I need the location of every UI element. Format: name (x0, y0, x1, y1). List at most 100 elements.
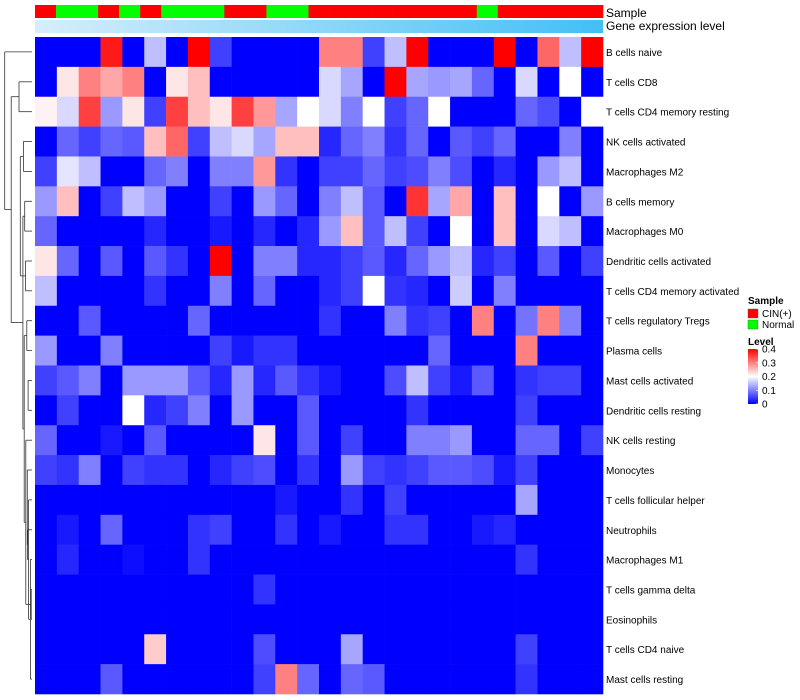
heatmap-cell (319, 305, 342, 336)
heatmap-cell (537, 275, 560, 307)
heatmap-cell (450, 335, 473, 366)
heatmap-cell (35, 37, 58, 68)
heatmap-cell (515, 395, 538, 426)
heatmap-cell (428, 186, 451, 217)
heatmap-cell (166, 335, 189, 366)
heatmap-cell (297, 425, 320, 456)
heatmap-cell (515, 335, 538, 366)
heatmap-cell (275, 574, 298, 605)
heatmap-cell (56, 574, 79, 605)
heatmap-cell (493, 186, 516, 217)
heatmap-cell (319, 186, 342, 217)
heatmap-cell (362, 634, 385, 665)
heatmap-cell (450, 365, 473, 396)
heatmap-cell (515, 246, 538, 277)
heatmap-cell (319, 664, 342, 695)
heatmap-cell (78, 425, 101, 456)
heatmap-cell (340, 664, 363, 695)
heatmap-cell (319, 634, 342, 665)
heatmap-cell (362, 335, 385, 366)
heatmap-cell (231, 604, 254, 635)
heatmap-cell (428, 96, 451, 127)
heatmap-cell (122, 37, 145, 68)
heatmap-cell (35, 634, 58, 665)
heatmap-cell (35, 544, 58, 575)
heatmap-cell (428, 544, 451, 575)
heatmap-cell (78, 484, 101, 516)
heatmap-cell (340, 96, 363, 127)
heatmap-cell (428, 305, 451, 336)
heatmap-cell (187, 514, 211, 545)
heatmap-cell (428, 37, 451, 68)
heatmap-cell (428, 604, 451, 635)
heatmap-cell (78, 544, 101, 575)
heatmap-cell (56, 335, 79, 366)
heatmap-cell (231, 126, 254, 157)
row-label: B cells memory (606, 197, 674, 208)
heatmap-cell (340, 395, 363, 426)
legend-sample-title: Sample (748, 296, 784, 307)
heatmap-cell (297, 455, 320, 486)
heatmap-cell (166, 156, 189, 187)
heatmap-cell (100, 395, 123, 426)
row-labels: B cells naive T cells CD8 T cells CD4 memo… (606, 48, 739, 686)
heatmap-cell (384, 365, 407, 396)
heatmap-cell (275, 425, 298, 456)
sample-annotation-cell (329, 5, 351, 18)
heatmap-cell (100, 156, 123, 187)
heatmap-cell (340, 275, 363, 307)
heatmap-cell (362, 156, 385, 187)
annotation-title-sample: Sample (606, 6, 647, 20)
heatmap-cell (493, 216, 516, 247)
heatmap-cell (581, 186, 604, 217)
heatmap-cell (231, 37, 254, 68)
heatmap-cell (35, 574, 58, 605)
heatmap-cell (406, 544, 429, 575)
heatmap-cell (471, 37, 495, 68)
heatmap-cell (319, 216, 342, 247)
sample-annotation-cell (581, 5, 604, 18)
heatmap-cell (56, 395, 79, 426)
heatmap-cell (581, 484, 604, 516)
heatmap-cell (231, 455, 254, 486)
heatmap-cell (471, 246, 495, 277)
heatmap-cell (493, 365, 516, 396)
heatmap-cell (581, 126, 604, 157)
heatmap-cell (384, 664, 407, 695)
heatmap-cell (144, 186, 167, 217)
heatmap-cell (297, 275, 320, 307)
heatmap-cell (122, 335, 145, 366)
heatmap-cell (297, 514, 320, 545)
heatmap-cell (581, 275, 604, 307)
heatmap-cell (406, 186, 429, 217)
heatmap-cell (428, 574, 451, 605)
row-label: Dendritic cells resting (606, 406, 701, 417)
heatmap-cell (122, 186, 145, 217)
row-label: Macrophages M2 (606, 167, 684, 178)
heatmap-cell (78, 275, 101, 307)
heatmap-cell (253, 216, 276, 247)
heatmap-cell (559, 365, 582, 396)
heatmap-cell (144, 246, 167, 277)
heatmap-cell (100, 305, 123, 336)
heatmap-cell (428, 66, 451, 98)
heatmap-cell (56, 216, 79, 247)
heatmap-cell (187, 664, 211, 695)
heatmap-cell (471, 664, 495, 695)
heatmap-cell (384, 514, 407, 545)
heatmap-cell (428, 484, 451, 516)
heatmap-cell (144, 305, 167, 336)
heatmap-cell (231, 634, 254, 665)
heatmap-cell (253, 574, 276, 605)
heatmap-cell (471, 156, 495, 187)
heatmap-cell (537, 96, 560, 127)
sample-annotation-cell (413, 5, 436, 18)
heatmap-cell (450, 37, 473, 68)
heatmap-cell (515, 37, 538, 68)
row-label: NK cells activated (606, 138, 685, 149)
heatmap-cell (231, 544, 254, 575)
heatmap-cell (471, 216, 495, 247)
heatmap-cell (581, 574, 604, 605)
heatmap-cell (144, 156, 167, 187)
heatmap-cell (231, 305, 254, 336)
